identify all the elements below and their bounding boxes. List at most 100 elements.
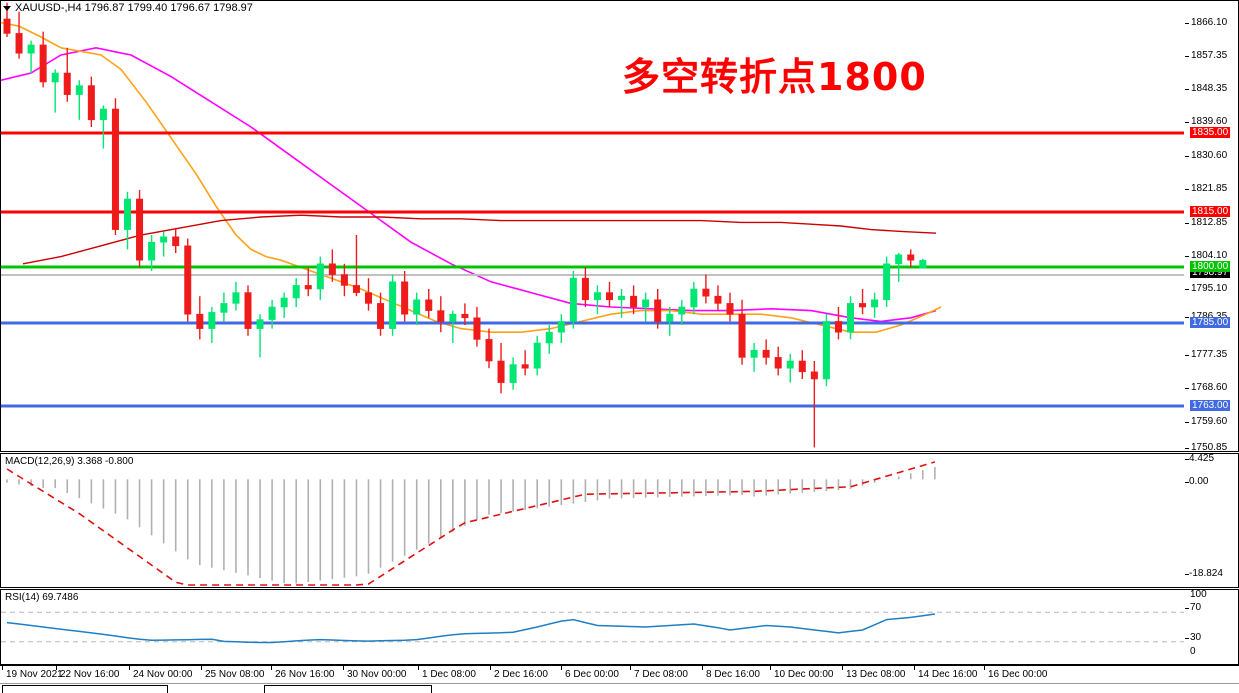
candlestick [75,80,83,120]
rsi-line [6,613,936,644]
candlestick [124,191,132,250]
rsi-axis[interactable]: 100 70 30 0 [1185,589,1239,665]
price-chart-pane[interactable] [0,0,1185,452]
macd-title: MACD(12,26,9) 3.368 -0.800 [5,456,134,467]
time-axis-label: 16 Dec 00:00 [988,669,1048,680]
candlestick [268,299,276,329]
candlestick [232,281,240,311]
time-axis-label: 6 Dec 00:00 [565,669,619,680]
candlestick [244,285,252,336]
candlestick [533,335,541,376]
time-axis[interactable]: 19 Nov 2021 22 Nov 16:00 24 Nov 00:00 25 No… [0,665,1239,683]
price-axis-tick [1185,23,1189,24]
price-axis-label: 1795.10 [1191,283,1228,294]
macd-axis-tick [1185,482,1189,483]
price-axis-label: 1812.85 [1191,217,1228,228]
candlestick [352,235,360,297]
rsi-axis-tick [1185,608,1189,609]
candlestick [340,263,348,297]
price-level-label[interactable]: 1835.00 [1190,127,1231,138]
candlestick [859,289,867,315]
candlestick [871,292,879,318]
price-axis-label: 1830.60 [1191,150,1228,161]
time-axis-tick [490,666,491,670]
price-axis-label: 1839.60 [1191,116,1228,127]
price-chart-canvas [0,2,1184,448]
price-axis-label: 1804.10 [1191,250,1228,261]
price-level-label[interactable]: 1763.00 [1190,400,1231,411]
candlestick [786,353,794,383]
rsi-axis-label: 100 [1190,589,1207,600]
chart-header: XAUUSD-,H4 1796.87 1799.40 1796.67 1798.… [3,2,253,14]
price-level-label[interactable]: 1815.00 [1190,206,1231,217]
time-axis-tick [702,666,703,670]
time-axis-tick [343,666,344,670]
candlestick [798,350,806,379]
time-axis-label: 8 Dec 16:00 [706,669,760,680]
macd-axis-label: 4.425 [1189,453,1215,464]
candlestick [461,303,469,325]
candlestick [834,307,842,340]
price-axis-tick [1185,256,1189,257]
candlestick [256,314,264,358]
candlestick [726,292,734,322]
candlestick [883,256,891,307]
time-axis-label: 14 Dec 16:00 [918,669,978,680]
time-axis-tick [914,666,915,670]
time-axis-tick [984,666,985,670]
tab-item[interactable] [264,685,432,693]
macd-axis-label: -18.824 [1189,568,1223,579]
bottom-tab-strip[interactable] [0,683,1239,693]
price-axis-label: 1750.85 [1191,442,1228,453]
macd-axis[interactable]: 4.425 0.00 -18.824 [1185,453,1239,588]
macd-pane[interactable]: MACD(12,26,9) 3.368 -0.800 [0,453,1185,588]
rsi-axis-label: 30 [1190,632,1202,643]
candlestick [111,98,119,235]
time-axis-label: 26 Nov 16:00 [275,669,335,680]
time-axis-tick [842,666,843,670]
candlestick [895,253,903,282]
candlestick [63,47,71,102]
price-axis[interactable]: 1866.10 1857.35 1848.35 1839.60 1830.60 1821.… [1185,0,1239,453]
candlestick [27,40,35,73]
candlestick [919,258,927,269]
candlestick [569,271,577,329]
time-axis-label: 7 Dec 08:00 [634,669,688,680]
price-level-label[interactable]: 1800.00 [1190,261,1231,272]
candlestick [846,296,854,340]
candlestick [292,278,300,307]
price-axis-label: 1848.35 [1191,83,1228,94]
candlestick [184,238,192,322]
candlestick [762,339,770,365]
price-axis-tick [1185,289,1189,290]
candlestick [654,289,662,329]
candlestick [51,69,59,113]
price-axis-tick [1185,56,1189,57]
candlestick [136,190,144,268]
time-axis-label: 24 Nov 00:00 [133,669,193,680]
macd-signal-line [6,461,936,586]
tab-item[interactable] [2,685,168,693]
price-axis-label: 1759.60 [1191,416,1228,427]
candlestick [702,274,710,304]
candlestick [413,292,421,325]
candlestick [425,289,433,318]
candlestick [907,249,915,268]
triangle-down-icon[interactable] [3,5,11,11]
time-axis-label: 22 Nov 16:00 [60,669,120,680]
candlestick [389,274,397,336]
rsi-title: RSI(14) 69.7486 [5,592,79,603]
candlestick [593,285,601,315]
candlestick [774,346,782,376]
candlestick [473,307,481,347]
time-axis-tick [2,666,3,670]
price-level-label[interactable]: 1785.00 [1190,317,1231,328]
candlestick [208,307,216,343]
chart-annotation-text: 多空转折点1800 [622,55,927,99]
price-axis-label: 1821.85 [1191,183,1228,194]
time-axis-tick [56,666,57,670]
current-price-label[interactable]: 1798.97 [1190,267,1231,278]
rsi-pane[interactable]: RSI(14) 69.7486 [0,589,1185,665]
candlestick [666,307,674,336]
